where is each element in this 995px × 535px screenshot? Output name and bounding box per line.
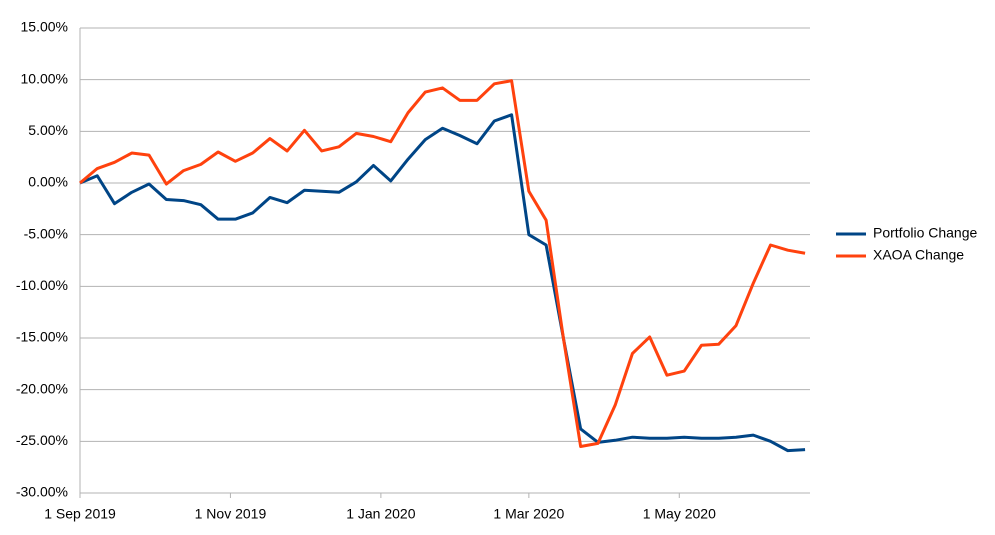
y-tick-label: -5.00% [24,225,68,241]
legend-label: Portfolio Change [873,225,978,241]
series-line [79,79,806,448]
y-tick-label: -20.00% [16,380,68,396]
y-tick-label: -25.00% [16,432,68,448]
y-tick-label: -15.00% [16,329,68,345]
x-tick-label: 1 May 2020 [643,506,716,522]
y-tick-label: -30.00% [16,484,68,500]
y-tick-label: 15.00% [21,19,68,35]
y-tick-label: -10.00% [16,277,68,293]
x-tick-label: 1 Mar 2020 [493,506,564,522]
x-tick-label: 1 Jan 2020 [346,506,415,522]
y-tick-label: 0.00% [28,174,68,190]
legend-label: XAOA Change [873,247,964,263]
series-line [79,113,806,453]
y-tick-label: 5.00% [28,122,68,138]
y-tick-label: 10.00% [21,70,68,86]
x-tick-label: 1 Sep 2019 [44,506,116,522]
x-tick-label: 1 Nov 2019 [195,506,267,522]
